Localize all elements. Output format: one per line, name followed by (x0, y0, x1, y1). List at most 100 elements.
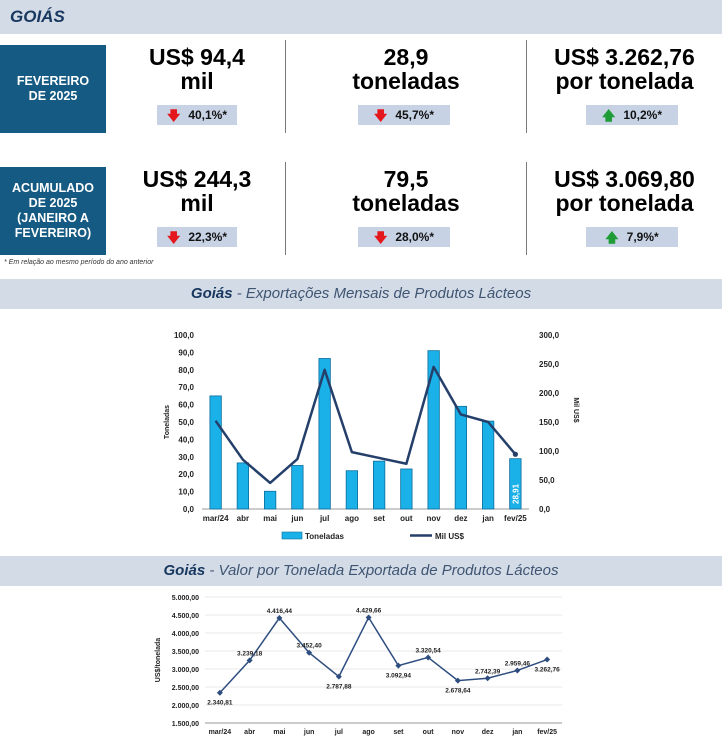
data-label: 3.092,94 (386, 673, 412, 680)
row-label-acumulado: ACUMULADO DE 2025 (JANEIRO A FEVEREIRO) (0, 167, 106, 255)
data-label: 3.320,54 (415, 647, 441, 654)
metric-line1: 28,9 (383, 44, 429, 70)
y-left-tick-label: 80,0 (178, 366, 194, 375)
arrow-down-icon: 🡇 (373, 229, 388, 245)
point-marker (544, 656, 551, 663)
title-bar: GOIÁS (0, 0, 722, 34)
row-label-text: FEVEREIRO DE 2025 (16, 74, 90, 103)
change-value: 45,7%* (395, 108, 435, 122)
bar (482, 420, 495, 510)
change-badge: 🡇 22,3%* (157, 227, 237, 247)
data-label: 2.678,64 (445, 688, 471, 695)
arrow-down-icon: 🡇 (373, 107, 388, 123)
page-title: GOIÁS (10, 7, 65, 26)
row-label-text: ACUMULADO DE 2025 (JANEIRO A FEVEREIRO) (12, 181, 94, 240)
data-label: 2.340,81 (207, 700, 233, 707)
x-tick-label: jul (319, 514, 329, 523)
y-left-tick-label: 30,0 (178, 453, 194, 462)
x-tick-label: ago (362, 729, 374, 736)
change-badge: 🡅 10,2%* (586, 105, 678, 125)
metric-value-usd: US$ 244,3 mil (108, 167, 286, 215)
metric-volume: 79,5 toneladas (286, 167, 526, 215)
x-tick-label: fev/25 (504, 514, 527, 523)
point-marker (484, 675, 491, 682)
point-marker (454, 677, 461, 684)
bar (209, 395, 222, 510)
y-right-tick-label: 0,0 (539, 505, 551, 514)
legend-label: Toneladas (305, 532, 345, 541)
x-tick-label: jan (511, 729, 522, 736)
chart1-title-rest: - Exportações Mensais de Produtos Lácteo… (232, 285, 532, 302)
point-marker (306, 649, 313, 656)
x-tick-label: set (393, 729, 404, 736)
divider (285, 162, 286, 255)
y-left-tick-label: 20,0 (178, 470, 194, 479)
y-tick-label: 4.500,00 (172, 613, 199, 620)
bar (427, 350, 440, 510)
data-label: 3.262,76 (534, 667, 560, 674)
y-right-tick-label: 50,0 (539, 476, 555, 485)
metric-line1: US$ 94,4 (149, 44, 245, 70)
series-line-mil-usd (214, 365, 517, 485)
bar (400, 468, 413, 510)
data-label: 4.416,44 (267, 608, 293, 615)
change-value: 7,9%* (626, 230, 659, 244)
change-badge: 🡇 45,7%* (358, 105, 450, 125)
metric-volume: 28,9 toneladas (286, 45, 526, 93)
metric-line2: por tonelada (555, 68, 694, 94)
bar (318, 358, 331, 510)
arrow-up-icon: 🡅 (601, 107, 616, 123)
legend-bar-swatch (281, 531, 303, 540)
metric-line1: US$ 244,3 (142, 166, 252, 192)
y-right-tick-label: 300,0 (539, 331, 560, 340)
chart2-price: 1.500,00 2.000,00 2.500,00 3.000,00 3.500,00… (155, 595, 562, 736)
x-tick-label: dez (482, 729, 494, 736)
chart2-title: Goiás - Valor por Tonelada Exportada de … (0, 556, 722, 586)
change-value: 22,3%* (188, 230, 228, 244)
point-marker (395, 662, 402, 669)
y-left-label: Toneladas (164, 405, 171, 439)
x-tick-label: out (400, 514, 413, 523)
y-tick-label: 2.500,00 (172, 685, 199, 692)
point-marker (425, 654, 432, 661)
x-tick-label: jun (303, 729, 315, 736)
data-label: 3.239,18 (237, 650, 263, 657)
chart2-title-rest: - Valor por Tonelada Exportada de Produt… (205, 562, 559, 579)
x-tick-label: mai (263, 514, 277, 523)
metric-line2: por tonelada (555, 190, 694, 216)
metric-line1: 79,5 (383, 166, 429, 192)
y-left-tick-label: 40,0 (178, 435, 194, 444)
x-tick-label: abr (244, 729, 255, 736)
divider (526, 162, 527, 255)
point-marker (246, 657, 253, 664)
x-tick-label: abr (237, 514, 249, 523)
arrow-down-icon: 🡇 (166, 229, 181, 245)
bar (454, 405, 467, 510)
point-marker (514, 667, 521, 674)
bar-data-label: 28,91 (511, 483, 520, 504)
y-right-tick-label: 100,0 (539, 447, 560, 456)
x-tick-label: mai (273, 729, 285, 736)
data-label: 3.452,40 (296, 643, 322, 650)
y-right-tick-label: 250,0 (539, 360, 560, 369)
data-label: 2.959,46 (505, 660, 531, 667)
y-right-label: Mil US$ (572, 397, 579, 422)
y-left-tick-label: 90,0 (178, 348, 194, 357)
x-tick-label: fev/25 (537, 729, 557, 736)
x-tick-label: ago (345, 514, 359, 523)
change-badge: 🡇 40,1%* (157, 105, 237, 125)
x-tick-label: jul (334, 729, 343, 736)
chart1-exports: 0,0 10,0 20,0 30,0 40,0 50,0 60,0 70,0 80,0 90,0 1… (164, 331, 579, 541)
data-label: 2.742,39 (475, 668, 501, 675)
x-tick-label: jun (290, 514, 303, 523)
data-label: 4.429,66 (356, 608, 382, 615)
x-tick-label: mar/24 (209, 729, 232, 736)
y-tick-label: 1.500,00 (172, 721, 199, 728)
x-tick-label: mar/24 (203, 514, 229, 523)
y-left-tick-label: 70,0 (178, 383, 194, 392)
y-left-tick-label: 0,0 (183, 505, 195, 514)
line-end-marker (512, 451, 518, 457)
arrow-up-icon: 🡅 (605, 229, 619, 245)
y-tick-label: 3.500,00 (172, 649, 199, 656)
change-badge: 🡇 28,0%* (358, 227, 450, 247)
